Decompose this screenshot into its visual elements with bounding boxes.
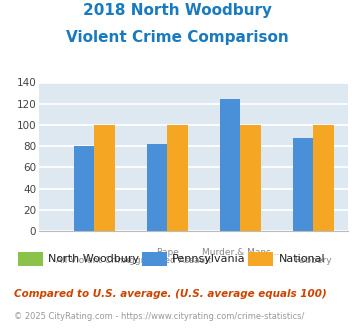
Text: All Violent Crime: All Violent Crime xyxy=(56,256,132,265)
Text: Violent Crime Comparison: Violent Crime Comparison xyxy=(66,30,289,45)
Bar xyxy=(293,138,313,231)
Bar xyxy=(220,99,240,231)
Text: 2018 North Woodbury: 2018 North Woodbury xyxy=(83,3,272,18)
Text: North Woodbury: North Woodbury xyxy=(48,254,139,264)
Text: Murder & Mans...: Murder & Mans... xyxy=(202,248,279,257)
Bar xyxy=(313,125,334,231)
Bar xyxy=(167,125,188,231)
Text: Aggravated Assault: Aggravated Assault xyxy=(123,256,212,265)
Bar xyxy=(240,125,261,231)
Text: © 2025 CityRating.com - https://www.cityrating.com/crime-statistics/: © 2025 CityRating.com - https://www.city… xyxy=(14,312,305,321)
Text: National: National xyxy=(279,254,325,264)
Text: Pennsylvania: Pennsylvania xyxy=(172,254,246,264)
Bar xyxy=(73,146,94,231)
Bar xyxy=(94,125,115,231)
Bar xyxy=(147,144,167,231)
Text: Compared to U.S. average. (U.S. average equals 100): Compared to U.S. average. (U.S. average … xyxy=(14,289,327,299)
Text: Robbery: Robbery xyxy=(295,256,332,265)
Text: Rape: Rape xyxy=(156,248,179,257)
